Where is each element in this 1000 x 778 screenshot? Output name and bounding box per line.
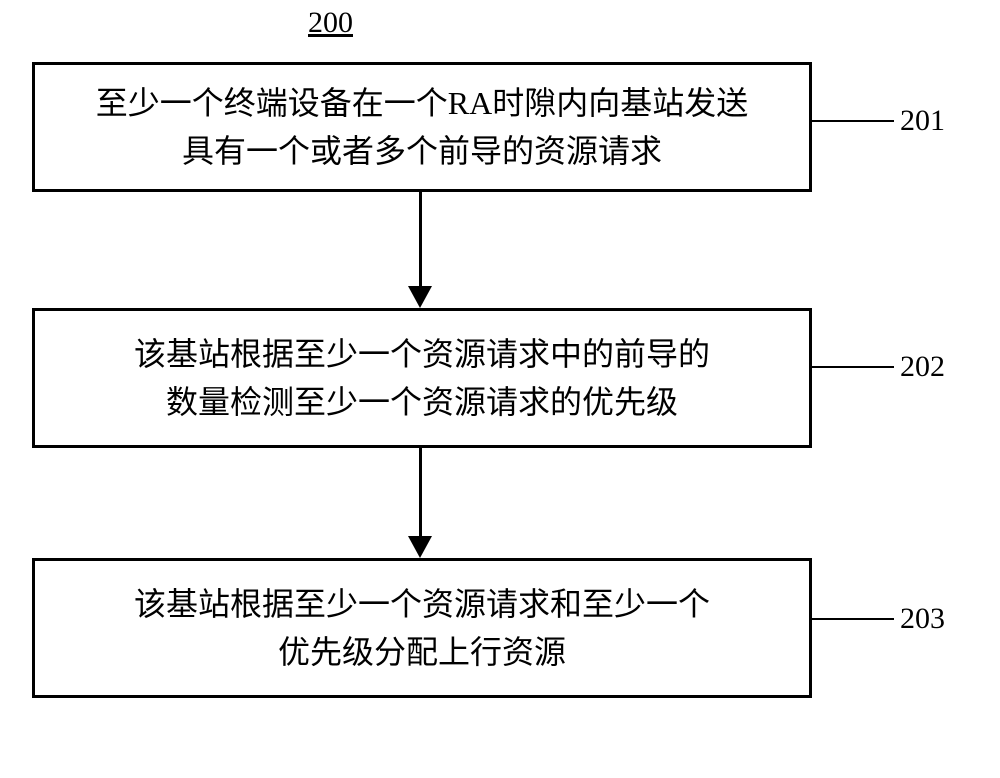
arrow-201-to-202: [419, 192, 422, 288]
flow-box-202-line1: 该基站根据至少一个资源请求中的前导的: [134, 336, 710, 372]
flow-box-203-line1: 该基站根据至少一个资源请求和至少一个: [134, 586, 710, 622]
step-label-202: 202: [900, 350, 945, 384]
arrow-202-to-203: [419, 448, 422, 538]
step-label-203: 203: [900, 602, 945, 636]
flow-box-201: 至少一个终端设备在一个RA时隙内向基站发送 具有一个或者多个前导的资源请求: [32, 62, 812, 192]
leader-203: [812, 618, 894, 620]
flow-box-201-line2: 具有一个或者多个前导的资源请求: [182, 133, 662, 169]
flow-box-202-text: 该基站根据至少一个资源请求中的前导的 数量检测至少一个资源请求的优先级: [134, 330, 710, 426]
flow-box-201-line1: 至少一个终端设备在一个RA时隙内向基站发送: [96, 85, 748, 121]
flow-box-202: 该基站根据至少一个资源请求中的前导的 数量检测至少一个资源请求的优先级: [32, 308, 812, 448]
leader-202: [812, 366, 894, 368]
flowchart-canvas: 200 至少一个终端设备在一个RA时隙内向基站发送 具有一个或者多个前导的资源请…: [0, 0, 1000, 778]
step-label-201: 201: [900, 104, 945, 138]
figure-number: 200: [308, 6, 353, 40]
flow-box-202-line2: 数量检测至少一个资源请求的优先级: [166, 384, 678, 420]
leader-201: [812, 120, 894, 122]
flow-box-203: 该基站根据至少一个资源请求和至少一个 优先级分配上行资源: [32, 558, 812, 698]
flow-box-203-line2: 优先级分配上行资源: [278, 634, 566, 670]
flow-box-203-text: 该基站根据至少一个资源请求和至少一个 优先级分配上行资源: [134, 580, 710, 676]
arrow-head-201-to-202: [408, 286, 432, 308]
arrow-head-202-to-203: [408, 536, 432, 558]
flow-box-201-text: 至少一个终端设备在一个RA时隙内向基站发送 具有一个或者多个前导的资源请求: [96, 79, 748, 175]
